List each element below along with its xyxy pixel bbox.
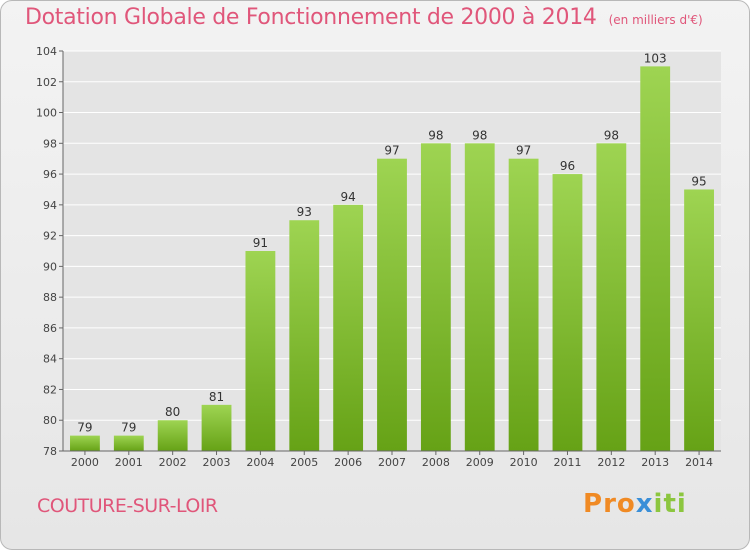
x-tick-label: 2008 bbox=[422, 456, 450, 469]
data-label: 96 bbox=[560, 159, 575, 173]
x-tick-label: 2012 bbox=[597, 456, 625, 469]
y-tick-label: 94 bbox=[43, 199, 57, 212]
y-tick-label: 82 bbox=[43, 383, 57, 396]
chart-title-block: Dotation Globale de Fonctionnement de 20… bbox=[25, 5, 703, 30]
x-tick-label: 2006 bbox=[334, 456, 362, 469]
y-tick-label: 98 bbox=[43, 137, 57, 150]
x-tick-label: 2000 bbox=[71, 456, 99, 469]
data-label: 98 bbox=[428, 128, 443, 142]
bar bbox=[420, 143, 451, 452]
proxiti-logo[interactable]: Proxiti bbox=[583, 489, 687, 519]
x-tick-label: 2007 bbox=[378, 456, 406, 469]
y-tick-label: 88 bbox=[43, 291, 57, 304]
logo-letter: P bbox=[583, 489, 604, 519]
x-tick-label: 2001 bbox=[115, 456, 143, 469]
data-label: 94 bbox=[340, 190, 355, 204]
bars bbox=[70, 66, 714, 452]
bar bbox=[201, 404, 232, 451]
data-label: 79 bbox=[77, 421, 92, 435]
data-label: 93 bbox=[297, 205, 312, 219]
data-label: 98 bbox=[604, 128, 619, 142]
bar bbox=[113, 435, 144, 451]
data-label: 95 bbox=[691, 174, 706, 188]
data-label: 91 bbox=[253, 236, 268, 250]
y-tick-label: 96 bbox=[43, 168, 57, 181]
data-label: 97 bbox=[516, 144, 531, 158]
logo-letter: t bbox=[663, 489, 677, 519]
chart-unit: (en milliers d'€) bbox=[608, 13, 703, 27]
y-tick-label: 104 bbox=[36, 45, 57, 58]
logo-letter: r bbox=[603, 489, 617, 519]
x-tick-label: 2002 bbox=[159, 456, 187, 469]
data-label: 80 bbox=[165, 405, 180, 419]
logo-letter: i bbox=[676, 489, 687, 519]
data-label: 103 bbox=[644, 51, 667, 65]
bar bbox=[245, 251, 276, 451]
x-tick-label: 2010 bbox=[510, 456, 538, 469]
x-tick-label: 2014 bbox=[685, 456, 713, 469]
x-tick-label: 2004 bbox=[246, 456, 274, 469]
y-axis: 78 80 82 84 86 88 90 92 94 96 98 100 102 104 bbox=[36, 45, 64, 458]
bar bbox=[289, 220, 320, 451]
y-tick-label: 80 bbox=[43, 414, 57, 427]
y-tick-label: 78 bbox=[43, 445, 57, 458]
data-label: 97 bbox=[384, 144, 399, 158]
chart-title: Dotation Globale de Fonctionnement de 20… bbox=[25, 5, 597, 30]
y-tick-label: 102 bbox=[36, 76, 57, 89]
x-tick-label: 2009 bbox=[466, 456, 494, 469]
y-tick-label: 90 bbox=[43, 260, 57, 273]
bar bbox=[464, 143, 495, 452]
bar bbox=[70, 435, 100, 451]
bar bbox=[157, 420, 188, 451]
data-labels: 79 79 80 81 91 93 94 97 98 98 97 96 98 103 95 bbox=[77, 51, 706, 434]
y-tick-label: 84 bbox=[43, 353, 57, 366]
x-tick-label: 2003 bbox=[203, 456, 231, 469]
x-tick-label: 2005 bbox=[290, 456, 318, 469]
bar bbox=[552, 174, 583, 452]
x-tick-label: 2011 bbox=[553, 456, 581, 469]
bar bbox=[596, 143, 627, 452]
bar bbox=[377, 158, 407, 451]
logo-letter: i bbox=[653, 489, 664, 519]
data-label: 98 bbox=[472, 128, 487, 142]
y-tick-label: 86 bbox=[43, 322, 57, 335]
bar bbox=[684, 189, 714, 451]
bar bbox=[508, 158, 539, 451]
logo-letter: o bbox=[616, 489, 636, 519]
y-tick-label: 100 bbox=[36, 107, 57, 120]
y-tick-label: 92 bbox=[43, 230, 57, 243]
x-axis: 2000 2001 2002 2003 2004 2005 2006 2007 2008 2009… bbox=[63, 450, 721, 469]
data-label: 81 bbox=[209, 390, 224, 404]
bar bbox=[640, 66, 671, 451]
logo-letter: x bbox=[635, 489, 654, 519]
commune-name: COUTURE-SUR-LOIR bbox=[37, 495, 218, 517]
x-tick-label: 2013 bbox=[641, 456, 669, 469]
data-label: 79 bbox=[121, 421, 136, 435]
bar bbox=[333, 204, 364, 451]
